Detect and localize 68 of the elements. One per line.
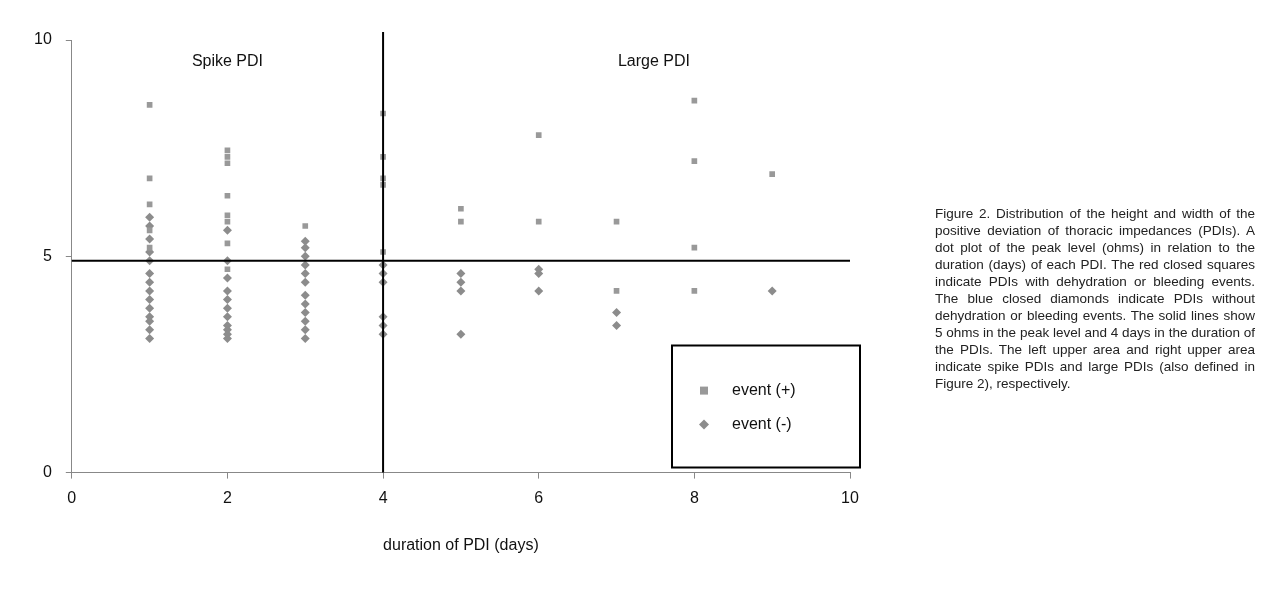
point xyxy=(300,269,310,279)
point xyxy=(456,286,466,296)
point xyxy=(224,153,231,160)
legend-label: event (-) xyxy=(732,415,792,433)
point xyxy=(456,329,466,339)
point xyxy=(300,277,310,287)
x-tick-label: 0 xyxy=(67,488,77,506)
point xyxy=(535,132,542,138)
point xyxy=(145,295,155,305)
annotation: Spike PDI xyxy=(191,52,264,70)
point xyxy=(300,333,310,343)
point xyxy=(300,325,310,335)
point xyxy=(222,273,232,283)
point xyxy=(302,223,309,229)
point xyxy=(612,321,622,331)
y-tick-label: 0 xyxy=(42,463,52,481)
point xyxy=(222,312,232,322)
point xyxy=(456,277,466,287)
point xyxy=(145,286,155,296)
point xyxy=(145,303,155,313)
y-tick-label: 10 xyxy=(34,30,52,48)
point xyxy=(224,212,231,219)
point xyxy=(300,299,310,309)
x-tick-label: 6 xyxy=(534,488,544,506)
point xyxy=(612,308,622,318)
point xyxy=(222,286,232,296)
point xyxy=(222,295,232,305)
x-tick-label: 2 xyxy=(222,488,232,506)
y-tick-label: 5 xyxy=(42,246,52,264)
point xyxy=(300,290,310,300)
x-tick-label: 4 xyxy=(378,488,388,506)
x-tick-label: 10 xyxy=(841,488,859,506)
point xyxy=(456,269,466,279)
point xyxy=(613,218,620,225)
point xyxy=(145,325,155,335)
legend-label: event (+) xyxy=(732,381,796,399)
point xyxy=(224,218,231,225)
point xyxy=(224,266,231,273)
point xyxy=(224,147,231,154)
point xyxy=(300,260,310,270)
point xyxy=(535,218,542,225)
point xyxy=(691,288,698,294)
point xyxy=(767,286,777,296)
x-axis-title: duration of PDI (days) xyxy=(383,535,539,553)
x-tick-label: 8 xyxy=(689,488,699,506)
point xyxy=(300,308,310,318)
point xyxy=(222,303,232,313)
text: Figure 2. Distribution of the height and width of the positive deviation of thoracic impedances (PDIs). A dot plot of the peak level (ohms) in relation to the duration (days) of each PDI. The red closed squares indicate PDIs with dehydration or bleeding events. The blue closed diamonds indicate PDIs without dehydration or bleeding events. The solid lines show 5 ohms in the peak level and 4 days in the duration of the PDIs. The left upper area and right upper area indicate spike PDIs and large PDIs (also defined in Figure 2), respectively. xyxy=(935,206,1255,391)
point xyxy=(145,212,155,222)
point xyxy=(613,288,620,294)
point xyxy=(145,269,155,279)
point xyxy=(145,234,155,244)
annotation: Large PDI xyxy=(617,52,690,70)
point xyxy=(691,158,698,164)
point xyxy=(300,316,310,326)
point xyxy=(534,286,544,296)
point xyxy=(300,251,310,261)
point xyxy=(769,171,776,177)
point xyxy=(224,240,231,247)
point xyxy=(145,333,155,343)
point xyxy=(222,225,232,235)
point xyxy=(458,205,464,212)
point xyxy=(224,160,231,167)
point xyxy=(145,277,155,287)
point xyxy=(300,243,310,253)
point xyxy=(146,102,153,108)
point xyxy=(458,218,464,225)
point xyxy=(224,192,231,199)
